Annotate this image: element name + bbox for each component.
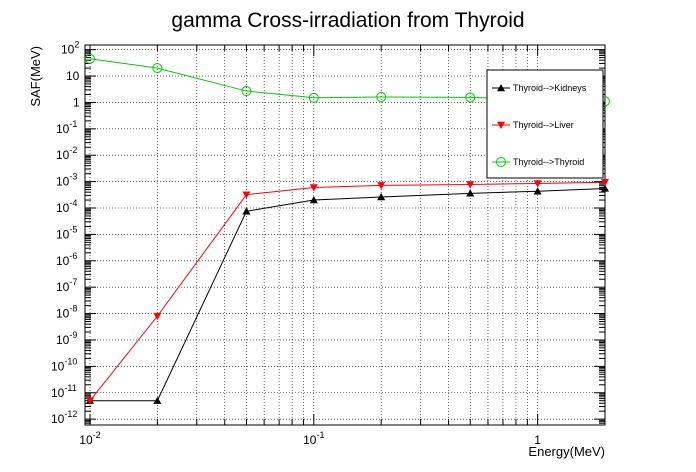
tick-label-base: 10 bbox=[56, 280, 70, 294]
data-point bbox=[533, 187, 542, 195]
tick-label-exponent: -7 bbox=[69, 277, 77, 287]
tick-label-base: 10 bbox=[56, 122, 70, 136]
data-point bbox=[377, 193, 386, 201]
y-tick-label: 10-8 bbox=[56, 304, 77, 321]
tick-label-base: 10 bbox=[51, 412, 65, 426]
plot-frame bbox=[84, 44, 606, 426]
tick-label-base: 10 bbox=[56, 201, 70, 215]
series-layer bbox=[84, 53, 610, 405]
y-tick-label: 10-12 bbox=[51, 409, 77, 426]
data-point bbox=[84, 53, 95, 64]
series-line bbox=[89, 187, 606, 402]
tick-label-base: 10 bbox=[51, 359, 65, 373]
tick-label-base: 10 bbox=[66, 69, 80, 83]
legend-marker bbox=[496, 157, 506, 167]
y-tick-label: 10-9 bbox=[56, 330, 77, 347]
data-point bbox=[242, 191, 251, 199]
tick-label-exponent: -6 bbox=[69, 251, 77, 261]
legend: Thyroid-->Kidneys Thyroid-->Liver Thyroid-… bbox=[486, 69, 604, 179]
series-1 bbox=[85, 178, 609, 405]
tick-label-exponent: -3 bbox=[69, 172, 77, 182]
y-tick-labels: 10210110-110-210-310-410-510-610-710-810… bbox=[51, 40, 80, 426]
tick-label-base: 10 bbox=[56, 307, 70, 321]
y-tick-label: 10-7 bbox=[56, 277, 77, 294]
legend-marker bbox=[497, 84, 505, 92]
data-point bbox=[242, 207, 251, 215]
data-point bbox=[153, 312, 162, 321]
y-tick-label: 10-2 bbox=[56, 145, 77, 162]
data-point bbox=[309, 184, 318, 192]
data-point bbox=[601, 184, 609, 192]
data-point bbox=[85, 397, 94, 405]
x-axis-title: Energy(MeV) bbox=[528, 444, 605, 459]
tick-label-exponent: -1 bbox=[316, 430, 324, 440]
tick-label-base: 10 bbox=[56, 254, 70, 268]
y-tick-label: 10-11 bbox=[51, 383, 77, 400]
data-point bbox=[152, 63, 163, 74]
tick-label-exponent: -11 bbox=[64, 383, 76, 393]
data-point bbox=[241, 86, 252, 97]
data-point bbox=[309, 196, 318, 204]
tick-label-base: 1 bbox=[534, 433, 541, 447]
series-2 bbox=[84, 53, 610, 107]
tick-label-exponent: -12 bbox=[64, 409, 77, 419]
data-point bbox=[308, 92, 319, 103]
tick-label-exponent: -8 bbox=[69, 304, 77, 314]
data-point bbox=[466, 189, 475, 197]
tick-label-base: 10 bbox=[51, 386, 65, 400]
chart-title: gamma Cross-irradiation from Thyroid bbox=[171, 9, 524, 32]
y-tick-label: 102 bbox=[61, 40, 79, 57]
tick-label-exponent: -1 bbox=[69, 119, 77, 129]
data-point bbox=[465, 92, 476, 103]
legend-label: Thyroid-->Liver bbox=[513, 120, 574, 130]
tick-label-base: 10 bbox=[56, 333, 70, 347]
x-tick-label: 1 bbox=[534, 433, 541, 447]
y-tick-label: 10 bbox=[66, 69, 80, 83]
legend-label: Thyroid-->Thyroid bbox=[513, 157, 584, 167]
tick-label-base: 10 bbox=[56, 175, 70, 189]
y-tick-label: 10-10 bbox=[51, 356, 77, 373]
legend-label: Thyroid-->Kidneys bbox=[513, 83, 587, 93]
legend-marker bbox=[497, 121, 505, 129]
y-tick-label: 10-5 bbox=[56, 224, 77, 241]
tick-label-base: 1 bbox=[73, 95, 80, 109]
tick-label-exponent: -2 bbox=[69, 145, 77, 155]
tick-label-base: 10 bbox=[56, 148, 70, 162]
y-axis-title: SAF(MeV) bbox=[28, 46, 43, 107]
tick-label-exponent: -9 bbox=[69, 330, 77, 340]
x-tick-label: 10-2 bbox=[79, 430, 100, 447]
y-tick-label: 10-4 bbox=[56, 198, 77, 215]
series-line bbox=[89, 181, 606, 402]
y-tick-label: 10-6 bbox=[56, 251, 77, 268]
tick-label-exponent: 2 bbox=[74, 40, 79, 50]
series-line bbox=[89, 58, 606, 102]
tick-label-base: 10 bbox=[303, 433, 317, 447]
series-0 bbox=[85, 184, 609, 404]
y-tick-label: 10-3 bbox=[56, 172, 77, 189]
tick-label-exponent: -2 bbox=[93, 430, 101, 440]
tick-label-base: 10 bbox=[79, 433, 93, 447]
data-point bbox=[533, 180, 542, 188]
x-tick-label: 10-1 bbox=[303, 430, 324, 447]
tick-label-exponent: -4 bbox=[69, 198, 77, 208]
data-point bbox=[377, 182, 386, 190]
tick-label-base: 10 bbox=[61, 43, 75, 57]
data-point bbox=[466, 181, 475, 189]
data-point bbox=[601, 178, 609, 187]
tick-label-base: 10 bbox=[56, 227, 70, 241]
tick-label-exponent: -10 bbox=[64, 356, 77, 366]
y-tick-label: 10-1 bbox=[56, 119, 77, 136]
data-point bbox=[153, 396, 162, 404]
data-point bbox=[376, 92, 387, 103]
tick-label-exponent: -5 bbox=[69, 224, 77, 234]
x-tick-labels: 10-2 10-1 1 bbox=[79, 430, 541, 447]
y-tick-label: 1 bbox=[73, 95, 80, 109]
